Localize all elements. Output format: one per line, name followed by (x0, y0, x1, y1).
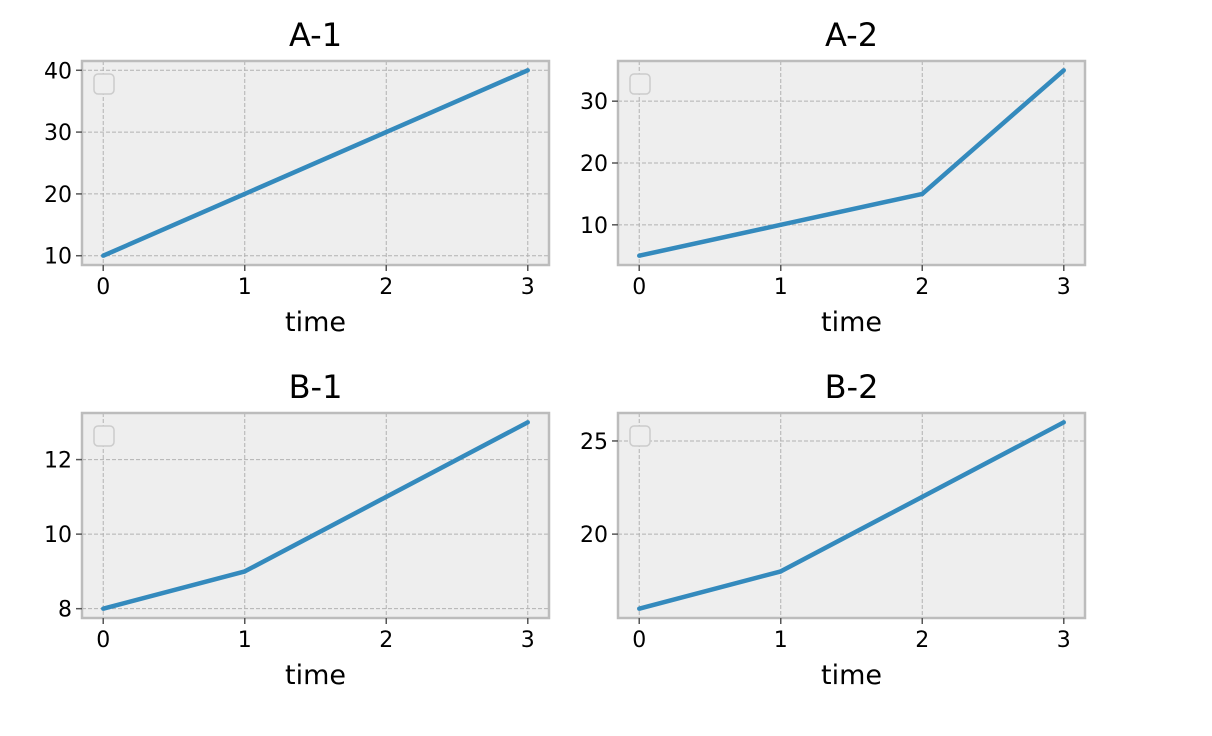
x-tick-label: 2 (379, 628, 393, 653)
x-tick-label: 1 (238, 275, 252, 300)
y-tick-label: 25 (580, 430, 608, 455)
subplot-1: 0 1 2 3 10 20 30 40 A-1 time (44, 16, 551, 338)
x-axis-label: time (821, 660, 882, 691)
data-point (525, 68, 530, 73)
x-tick-label: 3 (521, 628, 535, 653)
data-point (525, 420, 530, 425)
data-point (1061, 68, 1066, 73)
series-line-1 (102, 68, 529, 258)
x-tick-label: 1 (774, 628, 788, 653)
x-tick-label: 0 (96, 628, 110, 653)
y-tick-label: 20 (44, 183, 72, 208)
plot-background (618, 413, 1085, 618)
data-point (778, 569, 783, 574)
data-point (637, 253, 642, 258)
data-point (101, 253, 106, 258)
axes-frame (80, 59, 551, 267)
x-tick-label: 2 (379, 275, 393, 300)
y-tick-label: 10 (44, 245, 72, 270)
data-point (101, 606, 106, 611)
data-point (920, 191, 925, 197)
y-tick-label: 20 (580, 523, 608, 548)
x-tick-label: 2 (915, 275, 929, 300)
data-point (384, 129, 389, 135)
x-tick-label: 1 (238, 628, 252, 653)
y-tick-label: 40 (44, 59, 72, 84)
y-tick-label: 8 (58, 598, 72, 623)
y-tick-label: 12 (44, 449, 72, 474)
y-tick-label: 10 (580, 214, 608, 239)
subplot-2: 0 1 2 3 10 20 30 A-2 time (580, 16, 1087, 338)
data-point (778, 222, 783, 228)
x-tick-label: 3 (521, 275, 535, 300)
legend-box (629, 73, 651, 95)
x-tick-label: 3 (1057, 275, 1071, 300)
data-point (1061, 420, 1066, 425)
x-tick-label: 0 (632, 275, 646, 300)
axes-frame (616, 411, 1087, 620)
axes-frame (80, 411, 551, 620)
data-point (920, 494, 925, 500)
y-tick-label: 10 (44, 523, 72, 548)
subplot-title: A-1 (289, 16, 342, 54)
x-axis-label: time (285, 660, 346, 691)
subplot-title: B-1 (289, 368, 343, 406)
data-point (242, 191, 247, 197)
x-tick-label: 2 (915, 628, 929, 653)
y-tick-label: 30 (44, 121, 72, 146)
data-point (637, 606, 642, 611)
series-line-1 (638, 68, 1066, 258)
legend-box (93, 425, 115, 447)
x-tick-label: 3 (1057, 628, 1071, 653)
series-line-1 (638, 420, 1065, 611)
x-axis-label: time (285, 307, 346, 338)
subplot-title: B-2 (825, 368, 879, 406)
series-line-1 (102, 420, 529, 611)
data-point (242, 569, 247, 574)
legend-box (93, 73, 115, 95)
x-tick-label: 0 (632, 628, 646, 653)
subplot-4: 0 1 2 3 20 25 B-2 time (580, 368, 1087, 691)
plot-background (82, 413, 549, 618)
data-point (384, 494, 389, 500)
x-axis-label: time (821, 307, 882, 338)
subplot-title: A-2 (825, 16, 878, 54)
x-tick-label: 0 (96, 275, 110, 300)
x-tick-label: 1 (774, 275, 788, 300)
plot-background (618, 61, 1085, 265)
y-tick-label: 30 (580, 90, 608, 115)
y-tick-label: 20 (580, 152, 608, 177)
legend-box (629, 425, 651, 447)
